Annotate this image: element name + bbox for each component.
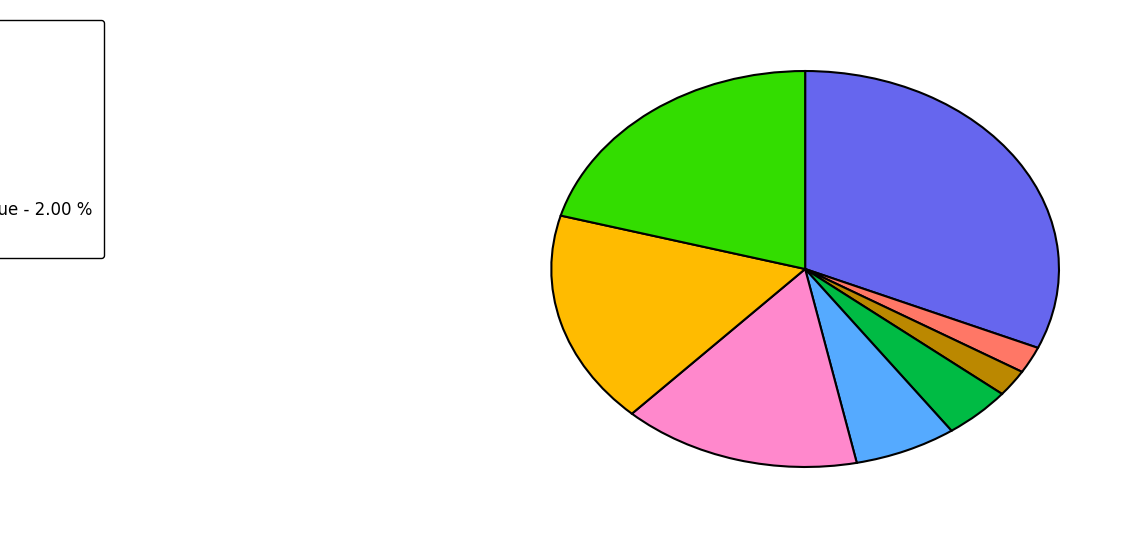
Wedge shape: [805, 71, 1059, 348]
Wedge shape: [805, 269, 1038, 372]
Wedge shape: [805, 269, 1022, 394]
Wedge shape: [551, 216, 805, 414]
Wedge shape: [805, 269, 1002, 431]
Wedge shape: [560, 71, 805, 269]
Legend: large_intestine - 29.00 %, endometrium - 19.00 %, lung - 16.00 %, liver - 14.00 : large_intestine - 29.00 %, endometrium -…: [0, 20, 104, 258]
Wedge shape: [632, 269, 857, 467]
Wedge shape: [805, 269, 951, 463]
